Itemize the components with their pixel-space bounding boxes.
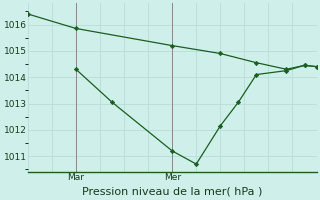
X-axis label: Pression niveau de la mer( hPa ): Pression niveau de la mer( hPa ): [82, 187, 262, 197]
